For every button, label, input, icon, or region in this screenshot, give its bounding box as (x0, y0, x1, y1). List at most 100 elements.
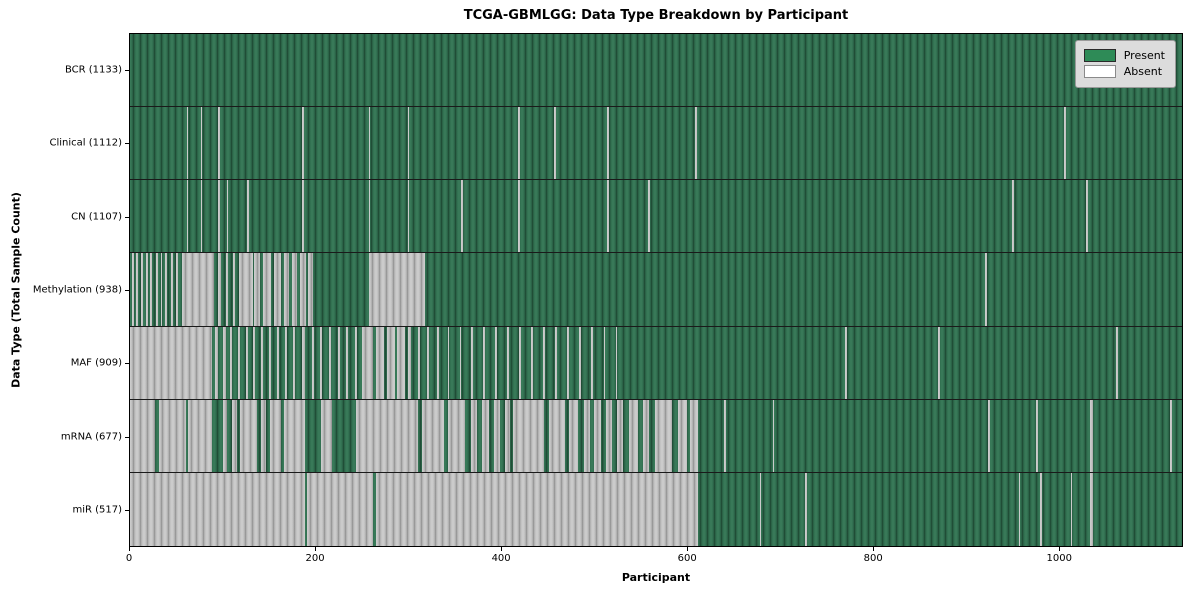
absent-segment (225, 253, 229, 327)
x-axis-label: Participant (621, 571, 691, 584)
absent-segment (262, 253, 272, 327)
ytick-label-CN: CN (1107) (71, 211, 122, 223)
absent-segment (407, 326, 412, 400)
ytick-label-Methylation: Methylation (938) (32, 284, 122, 296)
absent-segment (397, 326, 405, 400)
absent-segment (567, 326, 570, 400)
xtick-label-400: 400 (491, 553, 511, 564)
absent-segment (237, 326, 241, 400)
absent-segment (311, 326, 314, 400)
absent-segment (320, 326, 323, 400)
row-Methylation (130, 253, 1182, 327)
absent-segment (260, 326, 263, 400)
row-separator (130, 398, 1182, 400)
absent-segment (427, 326, 429, 400)
ytick-mark (125, 290, 129, 291)
absent-segment (186, 180, 189, 254)
absent-segment (1064, 107, 1066, 181)
absent-segment (218, 253, 221, 327)
absent-segment (368, 253, 426, 327)
absent-segment (569, 399, 578, 473)
ytick-label-BCR: BCR (1133) (64, 64, 122, 76)
xtick-label-800: 800 (863, 553, 883, 564)
absent-segment (677, 399, 688, 473)
row-separator (130, 325, 1182, 327)
chart-title: TCGA-GBMLGG: Data Type Breakdown by Part… (463, 8, 849, 23)
absent-segment (181, 253, 214, 327)
ytick-label-mRNA: mRNA (677) (60, 431, 122, 443)
absent-segment (459, 326, 462, 400)
absent-segment (301, 180, 304, 254)
absent-segment (519, 326, 521, 400)
absent-segment (186, 107, 189, 181)
absent-segment (1086, 180, 1089, 254)
absent-segment (805, 472, 807, 546)
absent-segment (376, 326, 385, 400)
absent-segment (376, 472, 699, 546)
absent-segment (308, 253, 313, 327)
absent-segment (238, 253, 253, 327)
absent-segment (141, 253, 143, 327)
absent-segment (695, 107, 698, 181)
absent-segment (1018, 472, 1021, 546)
absent-segment (337, 326, 340, 400)
xtick-label-200: 200 (305, 553, 325, 564)
absent-segment (130, 399, 156, 473)
absent-segment (253, 326, 256, 400)
ytick-mark (125, 510, 129, 512)
absent-segment (493, 399, 501, 473)
absent-segment (284, 399, 305, 473)
xtick-mark (129, 547, 130, 551)
absent-segment (155, 253, 158, 327)
absent-segment (615, 326, 618, 400)
absent-segment (131, 253, 134, 327)
absent-segment (355, 399, 418, 473)
absent-segment (518, 107, 520, 181)
legend-swatch-present-icon (1083, 49, 1116, 62)
absent-segment (362, 326, 374, 400)
absent-segment (616, 399, 624, 473)
absent-segment (270, 399, 282, 473)
legend-swatch-absent-icon (1083, 65, 1116, 78)
absent-segment (1012, 180, 1014, 254)
absent-segment (448, 399, 466, 473)
legend-label-present: Present (1123, 49, 1165, 62)
row-miR (130, 472, 1182, 546)
ytick-label-Clinical: Clinical (1112) (49, 137, 123, 149)
absent-segment (301, 326, 305, 400)
ytick-mark (125, 363, 129, 365)
absent-segment (470, 399, 478, 473)
absent-segment (222, 399, 228, 473)
absent-segment (285, 326, 287, 400)
absent-segment (273, 253, 282, 327)
xtick-label-1000: 1000 (1046, 553, 1072, 564)
absent-segment (307, 472, 374, 546)
legend-item-present: Present (1083, 49, 1165, 62)
absent-segment (165, 253, 168, 327)
absent-segment (654, 399, 673, 473)
absent-segment (505, 399, 510, 473)
absent-segment (215, 326, 219, 400)
absent-segment (293, 326, 296, 400)
absent-segment (594, 399, 601, 473)
ytick-mark (125, 143, 129, 145)
absent-segment (518, 180, 520, 254)
absent-segment (218, 107, 221, 181)
legend-label-absent: Absent (1123, 65, 1163, 78)
absent-segment (299, 253, 307, 327)
absent-segment (494, 326, 497, 400)
absent-segment (437, 326, 440, 400)
absent-segment (368, 107, 371, 181)
xtick-mark (873, 547, 875, 551)
absent-segment (603, 326, 606, 400)
absent-segment (222, 326, 226, 400)
legend-item-absent: Absent (1083, 65, 1165, 78)
absent-segment (301, 107, 304, 181)
absent-segment (226, 180, 229, 254)
absent-segment (254, 253, 260, 327)
xtick-mark (687, 547, 689, 551)
xtick-label-0: 0 (125, 553, 133, 564)
absent-segment (689, 399, 699, 473)
absent-segment (260, 399, 267, 473)
absent-segment (506, 326, 509, 400)
